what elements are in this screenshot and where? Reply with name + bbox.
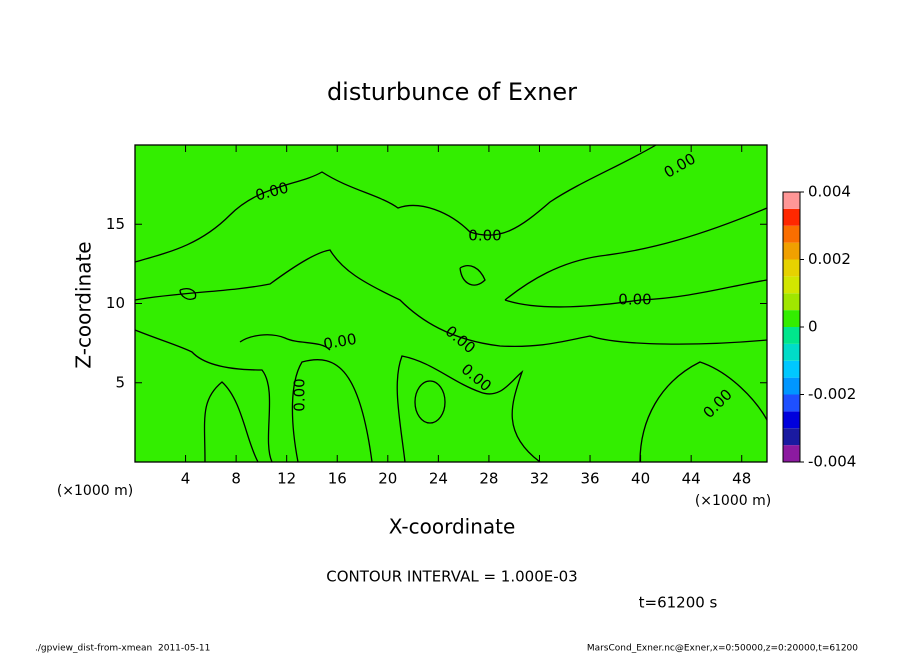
x-tick-label: 16 — [328, 470, 347, 488]
colorbar-segment — [783, 208, 800, 226]
time-label: t=61200 s — [639, 594, 718, 612]
x-tick-label: 40 — [631, 470, 650, 488]
colorbar-segment — [783, 394, 800, 412]
colorbar-segment — [783, 327, 800, 344]
contour-line — [504, 279, 768, 308]
contour-line — [396, 355, 541, 463]
colorbar-segment — [783, 360, 800, 378]
x-axis-title: X-coordinate — [389, 515, 516, 539]
contour-line — [504, 207, 768, 301]
contour-line — [203, 381, 259, 463]
colorbar-segment — [783, 242, 800, 260]
footer-right: MarsCond_Exner.nc@Exner,x=0:50000,z=0:20… — [587, 644, 858, 654]
colorbar-segment — [783, 428, 800, 446]
x-tick-label: 36 — [580, 470, 599, 488]
contour-label: 0.00 — [291, 378, 309, 411]
y-axis-title: Z-coordinate — [72, 241, 96, 368]
chart-title: disturbunce of Exner — [327, 78, 577, 106]
x-tick-label: 20 — [378, 470, 397, 488]
contour-line — [414, 380, 446, 424]
contour-line — [134, 249, 768, 348]
colorbar-tick-label: -0.002 — [808, 385, 856, 403]
x-tick-label: 48 — [732, 470, 751, 488]
colorbar-segment — [783, 343, 800, 361]
contour-line — [639, 361, 768, 463]
colorbar-segment — [783, 276, 800, 294]
x-tick-label: 4 — [181, 470, 191, 488]
contour-label: 0.00 — [322, 330, 358, 354]
colorbar-segment — [783, 377, 800, 395]
colorbar-segment — [783, 225, 800, 243]
colorbar-tick-label: 0 — [808, 318, 818, 336]
contour-interval: CONTOUR INTERVAL = 1.000E-03 — [326, 568, 577, 586]
contour-line — [459, 265, 486, 286]
contour-label: 0.00 — [618, 291, 651, 309]
x-tick-label: 8 — [231, 470, 241, 488]
x-tick-label: 44 — [682, 470, 701, 488]
colorbar-tick-label: -0.004 — [808, 453, 856, 471]
x-unit-label: (×1000 m) — [695, 493, 771, 509]
plot-area: 0.000.000.000.00 0.000.000.00 0.000.00 — [134, 144, 768, 463]
colorbar-tick-label: 0.004 — [808, 183, 851, 201]
contour-line — [134, 144, 657, 263]
contour-line — [179, 288, 197, 300]
colorbar-segment — [783, 445, 800, 462]
y-tick-label: 15 — [106, 215, 125, 233]
footer-left: ./gpview_dist-from-xmean 2011-05-11 — [35, 644, 210, 654]
field-background — [135, 145, 767, 462]
x-tick-label: 28 — [479, 470, 498, 488]
colorbar-segment — [783, 411, 800, 429]
contour-line — [291, 359, 373, 463]
x-tick-label: 24 — [429, 470, 448, 488]
contour-line — [239, 334, 331, 351]
colorbar-segment — [783, 192, 800, 209]
colorbar-segment — [783, 259, 800, 277]
y-tick-label: 10 — [106, 294, 125, 312]
colorbar-segment — [783, 293, 800, 311]
x-tick-label: 32 — [530, 470, 549, 488]
x-unit-label: (×1000 m) — [57, 483, 133, 499]
y-tick-label: 5 — [115, 373, 125, 391]
contour-label: 0.00 — [468, 227, 501, 245]
contour-line — [134, 329, 273, 463]
x-tick-label: 12 — [277, 470, 296, 488]
colorbar-tick-label: 0.002 — [808, 250, 851, 268]
colorbar-segment — [783, 310, 800, 327]
